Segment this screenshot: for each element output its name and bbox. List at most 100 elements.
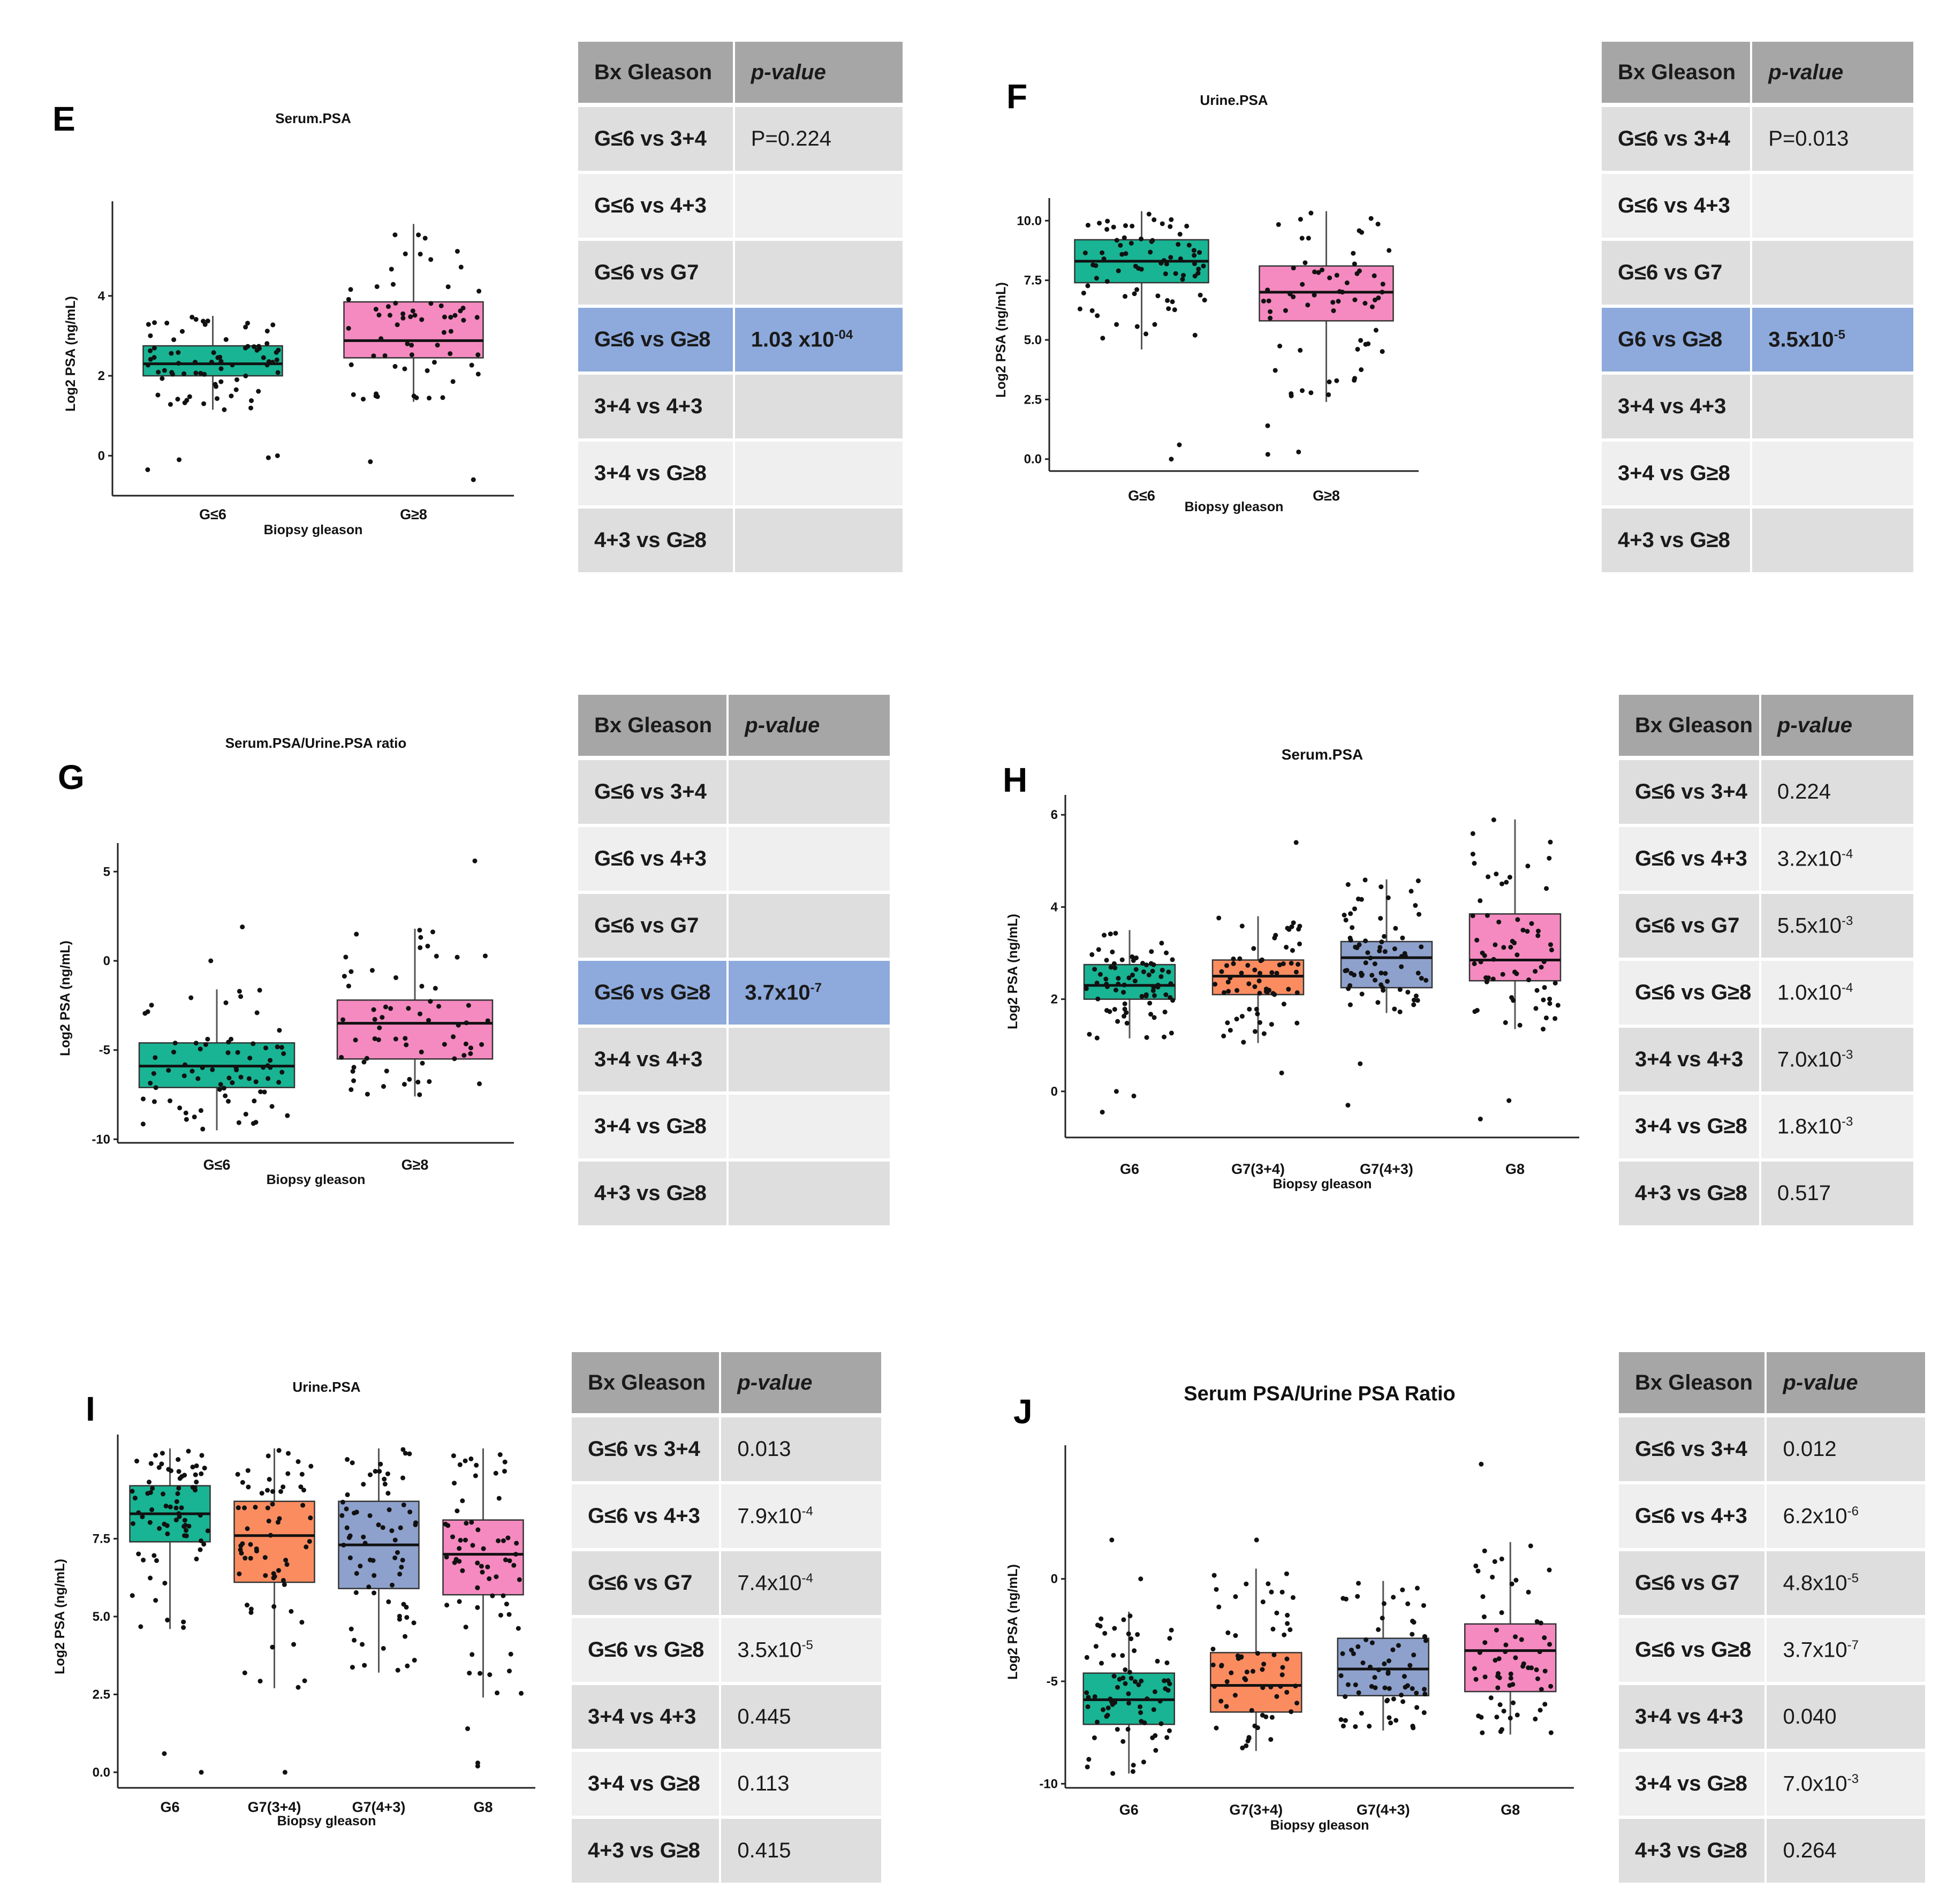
chart-f-urine-psa: Urine.PSA 0.0 2.5 5.0 7.5 10.0 Log2 PSA (ng/mL…	[994, 92, 1419, 514]
comparison-cell: 3+4 vs 4+3	[1619, 1685, 1767, 1752]
comparison-cell: G≤6 vs G7	[578, 241, 735, 308]
data-point	[265, 1488, 270, 1493]
data-point	[1411, 1652, 1417, 1658]
data-point	[388, 1006, 393, 1011]
data-point	[1104, 1714, 1109, 1719]
p-value-cell	[1752, 442, 1915, 509]
pvalue-table-i: Bx Gleason p-value G≤6 vs 3+4 0.013 G≤6 vs 4…	[572, 1352, 883, 1886]
data-point	[1176, 242, 1181, 247]
data-point	[362, 1663, 367, 1668]
data-point	[1381, 1601, 1387, 1606]
data-point	[145, 467, 150, 472]
data-point	[1177, 442, 1182, 447]
comparison-cell: 3+4 vs 4+3	[572, 1685, 722, 1752]
data-point	[455, 248, 460, 254]
data-point	[152, 345, 157, 351]
data-point	[367, 1472, 373, 1477]
data-point	[339, 1513, 345, 1518]
data-point	[418, 935, 423, 940]
data-point	[148, 1081, 153, 1086]
data-point	[373, 307, 378, 312]
data-point	[1372, 1675, 1377, 1680]
data-point	[1334, 378, 1339, 383]
y-tick-label: 5.0	[93, 1610, 110, 1624]
data-point	[1528, 1543, 1533, 1549]
data-point	[1226, 989, 1231, 994]
data-point	[466, 1003, 471, 1008]
data-point	[1415, 878, 1421, 884]
data-point	[252, 1098, 257, 1104]
data-point	[1495, 1685, 1501, 1690]
data-point	[1338, 1673, 1344, 1678]
data-point	[1375, 1000, 1381, 1005]
data-point	[1096, 221, 1102, 226]
data-point	[401, 1502, 406, 1507]
data-point	[234, 1067, 239, 1073]
data-point	[1246, 1735, 1252, 1740]
data-point	[1214, 1725, 1219, 1731]
table-row: 3+4 vs G≥8	[578, 442, 905, 509]
data-point	[1130, 954, 1135, 959]
data-point	[1397, 987, 1403, 992]
data-point	[350, 1068, 355, 1074]
header-bx-gleason: Bx Gleason	[1602, 42, 1753, 107]
data-point	[153, 1055, 158, 1060]
data-point	[146, 1480, 152, 1485]
data-point	[1363, 938, 1368, 944]
data-point	[245, 1603, 250, 1608]
data-point	[183, 1110, 188, 1116]
data-point	[1172, 307, 1177, 313]
data-point	[1482, 1674, 1488, 1680]
data-point	[1352, 297, 1358, 302]
data-point	[1347, 1002, 1353, 1007]
data-point	[397, 1613, 402, 1619]
data-point	[1219, 1663, 1224, 1668]
data-point	[242, 1670, 247, 1675]
data-point	[365, 1091, 370, 1097]
data-point	[376, 1522, 381, 1528]
data-point	[1399, 954, 1404, 959]
data-point	[1327, 275, 1332, 280]
data-point	[360, 1642, 365, 1647]
table-row: G≤6 vs 4+3 7.9x10-4	[572, 1484, 883, 1551]
data-point	[267, 1477, 272, 1482]
data-point	[469, 362, 474, 368]
data-point	[450, 1534, 456, 1539]
data-point	[149, 1507, 155, 1512]
data-point	[1382, 949, 1388, 954]
table-row: 4+3 vs G≥8	[578, 509, 905, 575]
data-point	[192, 1114, 197, 1120]
data-point	[1392, 1006, 1397, 1012]
data-point	[1234, 988, 1240, 993]
data-point	[1380, 1615, 1385, 1621]
data-point	[1291, 920, 1296, 926]
data-point	[1421, 1710, 1427, 1716]
data-point	[361, 1482, 366, 1487]
p-value-cell: 7.9x10-4	[721, 1484, 883, 1551]
data-point	[409, 343, 414, 348]
y-tick-label: 2.5	[1024, 392, 1042, 407]
data-point	[340, 1499, 345, 1505]
y-tick-label: -10	[92, 1132, 110, 1147]
data-point	[1352, 376, 1358, 381]
p-value-cell: 3.5x10-5	[1752, 308, 1915, 375]
data-point	[1513, 1655, 1518, 1660]
data-point	[193, 1041, 199, 1046]
data-point	[247, 1056, 253, 1061]
data-point	[1362, 301, 1368, 306]
data-point	[1168, 224, 1173, 229]
data-point	[399, 1565, 404, 1570]
data-point	[1548, 942, 1553, 947]
y-axis-label: Log2 PSA (ng/mL)	[994, 282, 1009, 398]
data-point	[361, 1059, 367, 1065]
data-point	[1285, 1613, 1290, 1618]
data-point	[418, 945, 423, 950]
data-point	[1391, 1696, 1396, 1702]
p-value-cell: 3.2x10-4	[1761, 827, 1915, 894]
data-point	[485, 1018, 490, 1023]
data-point	[245, 1526, 250, 1531]
data-point	[1470, 913, 1475, 919]
data-point	[1521, 1661, 1526, 1666]
data-point	[1382, 934, 1387, 939]
data-point	[1268, 1737, 1274, 1742]
